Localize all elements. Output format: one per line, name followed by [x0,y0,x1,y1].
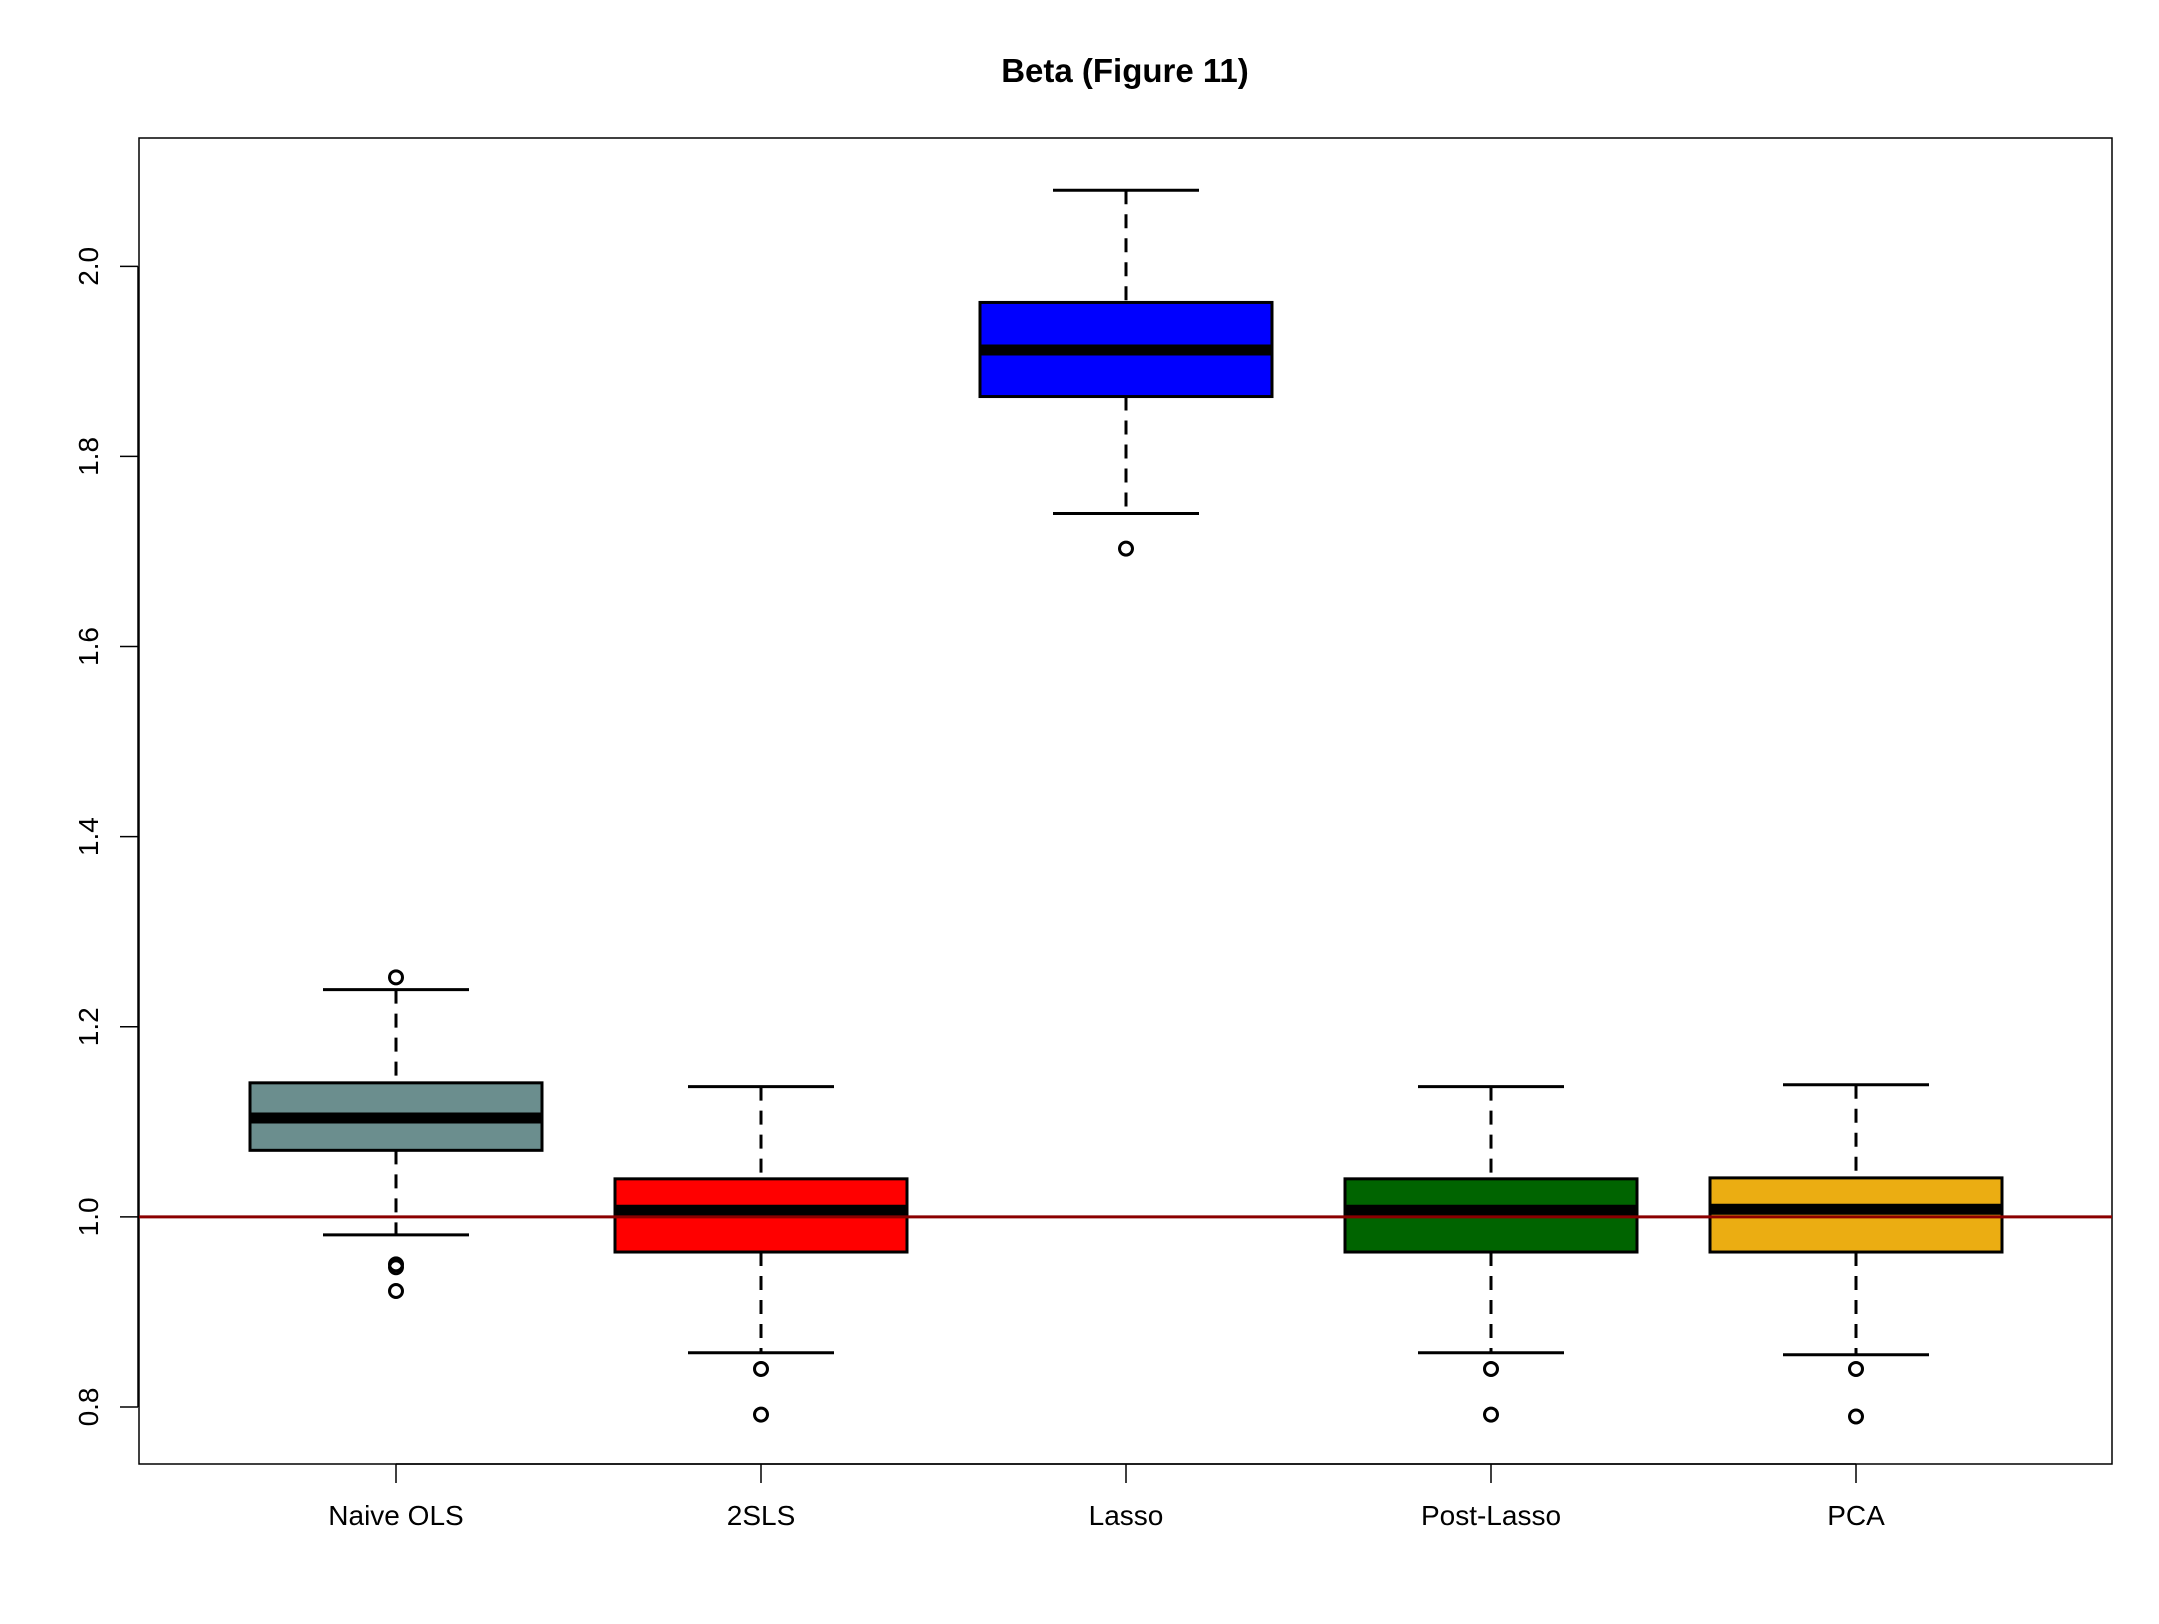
y-axis: 0.8 1.0 1.2 1.4 1.6 1.8 2.0 [73,247,139,1426]
y-tick-label-1.8: 1.8 [73,437,104,476]
outlier-naive-ols-2 [388,1259,404,1276]
box-body-pca [1708,1176,2004,1254]
box-naive-ols [248,969,544,1300]
box-pca [1708,1083,2004,1425]
y-tick-label-1.0: 1.0 [73,1197,104,1236]
x-tick-label-pca: PCA [1827,1500,1885,1531]
outlier-naive-ols-3 [388,1283,404,1300]
box-2sls [613,1085,909,1423]
x-tick-label-post-lasso: Post-Lasso [1421,1500,1561,1531]
y-tick-label-0.8: 0.8 [73,1387,104,1426]
y-tick-label-1.6: 1.6 [73,627,104,666]
y-tick-label-1.2: 1.2 [73,1007,104,1046]
outlier-post-lasso-1 [1483,1406,1499,1423]
outlier-pca-0 [1848,1360,1864,1377]
y-tick-label-1.4: 1.4 [73,817,104,856]
x-tick-label-naive-ols: Naive OLS [328,1500,463,1531]
outlier-pca-1 [1848,1408,1864,1425]
outlier-2sls-0 [753,1360,769,1377]
outlier-naive-ols-0 [388,969,404,986]
boxes [248,188,2004,1425]
y-tick-label-2.0: 2.0 [73,247,104,286]
chart-title: Beta (Figure 11) [1001,52,1249,89]
x-tick-label-2sls: 2SLS [727,1500,796,1531]
box-lasso [978,188,1274,557]
box-post-lasso [1343,1085,1639,1423]
x-axis: Naive OLS 2SLS Lasso Post-Lasso PCA [328,1463,1885,1531]
outlier-lasso-0 [1118,540,1134,557]
outlier-2sls-1 [753,1406,769,1423]
x-tick-label-lasso: Lasso [1089,1500,1164,1531]
outlier-post-lasso-0 [1483,1360,1499,1377]
